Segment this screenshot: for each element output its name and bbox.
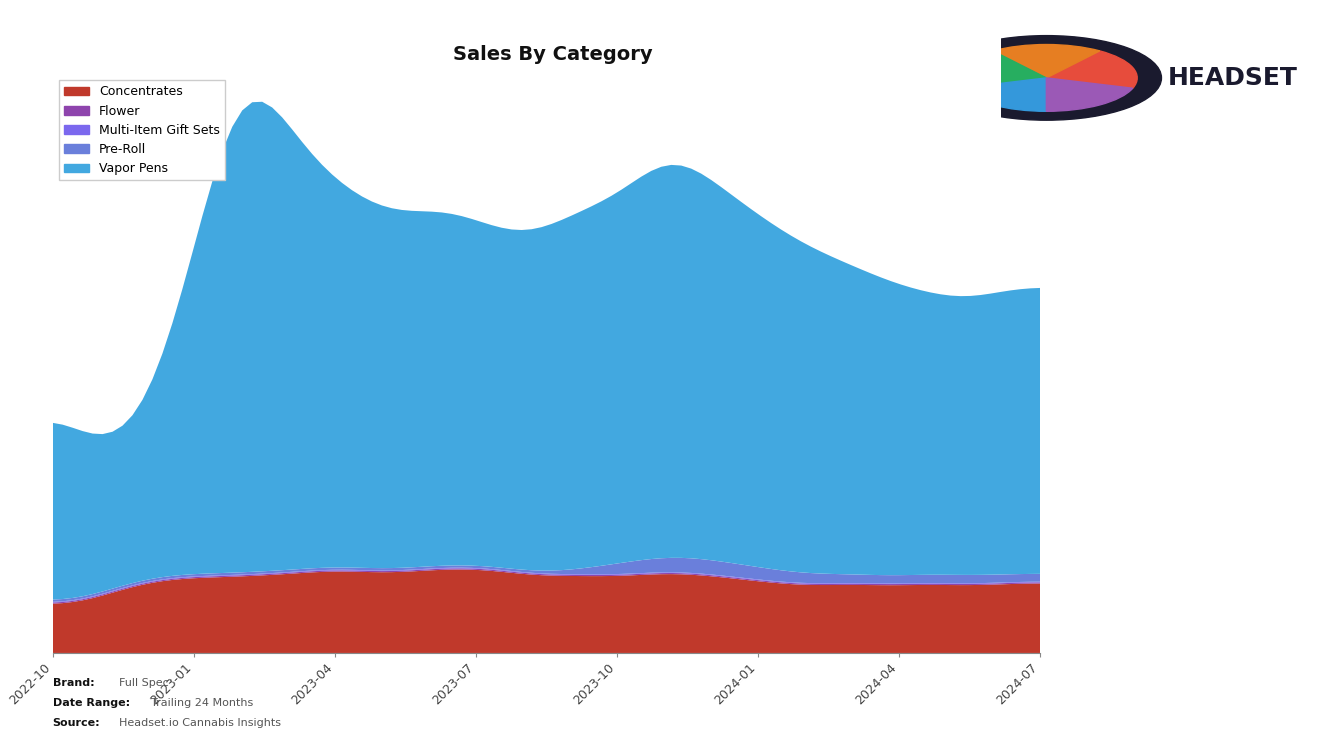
Text: Sales By Category: Sales By Category [453,45,653,64]
Text: Date Range:: Date Range: [53,698,130,709]
Text: Headset.io Cannabis Insights: Headset.io Cannabis Insights [119,718,281,728]
Text: Full Spec: Full Spec [119,678,169,689]
Text: Brand:: Brand: [53,678,95,689]
Text: Source:: Source: [53,718,100,728]
Wedge shape [956,51,1046,88]
Legend: Concentrates, Flower, Multi-Item Gift Sets, Pre-Roll, Vapor Pens: Concentrates, Flower, Multi-Item Gift Se… [59,80,225,180]
Circle shape [931,36,1162,120]
Wedge shape [1046,51,1137,88]
Text: Trailing 24 Months: Trailing 24 Months [151,698,254,709]
Wedge shape [960,78,1046,111]
Wedge shape [993,45,1100,78]
Text: HEADSET: HEADSET [1167,66,1297,90]
Wedge shape [1046,78,1133,111]
